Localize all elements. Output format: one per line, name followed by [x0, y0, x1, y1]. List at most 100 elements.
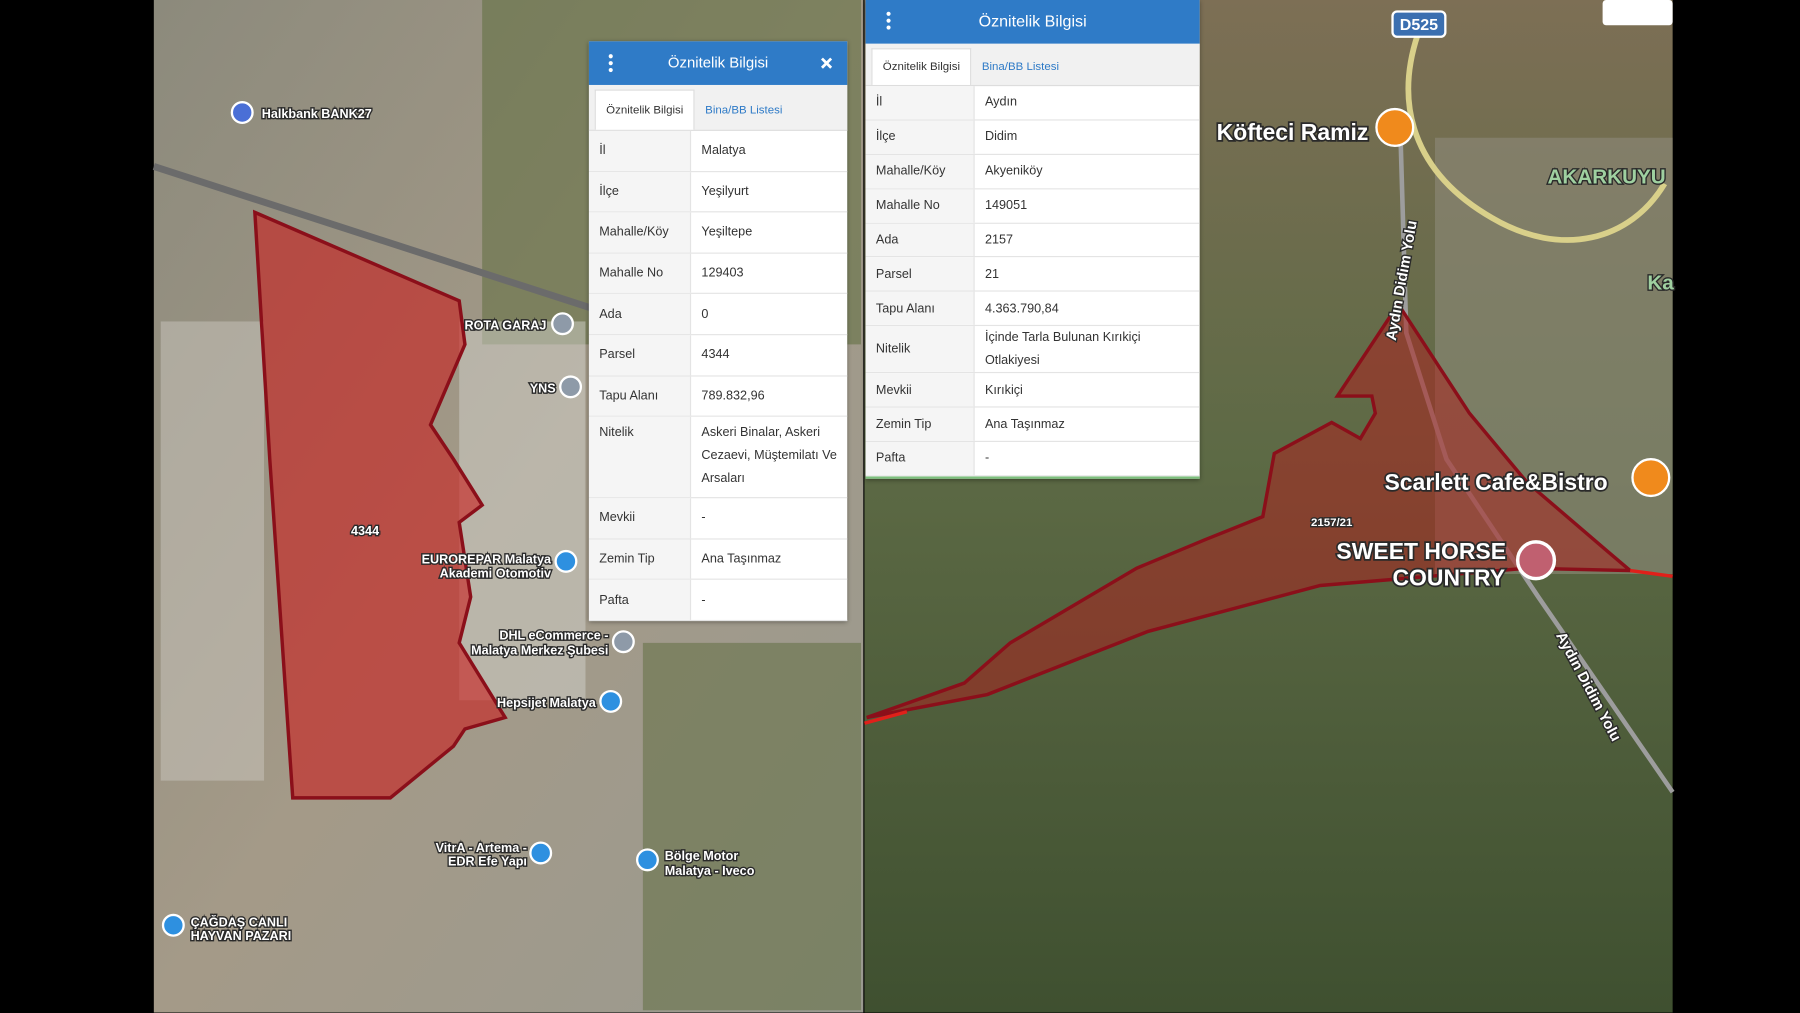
attribute-value: - [701, 511, 706, 526]
tab[interactable]: Öznitelik Bilgisi [594, 89, 695, 130]
attribute-key: İlçe [588, 171, 692, 212]
map-label[interactable]: Malatya - Iveco [663, 862, 756, 879]
attribute-row: Mahalle No 129403 [588, 253, 848, 295]
attribute-key: Nitelik [865, 326, 975, 373]
attribute-value: 21 [984, 267, 1000, 282]
tab[interactable]: Bina/BB Listesi [705, 103, 783, 117]
tab[interactable]: Bina/BB Listesi [981, 60, 1060, 74]
menu-icon[interactable] [607, 54, 614, 73]
attribute-row: Mahalle/Köy Yeşiltepe [588, 212, 848, 254]
attribute-value: İçinde Tarla Bulunan Kırıkiçi Otlakiyesi [984, 330, 1141, 368]
map-button[interactable] [1602, 0, 1673, 26]
parcel[interactable] [866, 301, 1635, 720]
attribute-row: Mevkii - [588, 498, 848, 540]
map-label[interactable]: Malatya Merkez Şubesi [470, 642, 610, 659]
map-label[interactable]: Ka [1646, 270, 1676, 296]
parcel-label: 4344 [351, 524, 379, 538]
map-label[interactable]: EUROREPAR Malatya [420, 551, 553, 568]
road-shield: D525 [1400, 16, 1438, 34]
menu-icon[interactable] [885, 11, 892, 30]
attribute-value: 0 [701, 307, 709, 322]
attribute-value: 4.363.790,84 [984, 301, 1059, 316]
map-label[interactable]: Bölge Motor [663, 847, 739, 864]
attribute-key: Mahalle No [865, 189, 975, 223]
map-label[interactable]: Akademi Otomotiv [438, 565, 552, 582]
map-label[interactable]: DHL eCommerce - [498, 627, 610, 644]
road [1405, 33, 1668, 243]
attribute-row: Parsel 21 [865, 257, 1200, 292]
attribute-row: İlçe Yeşilyurt [588, 171, 848, 213]
parcel-label: 2157/21 [1311, 517, 1353, 529]
attribute-key: Mahalle/Köy [865, 154, 975, 188]
attribute-key: İl [865, 86, 975, 120]
attribute-row: Mevkii Kırıkiçi [865, 373, 1200, 408]
map-label[interactable]: Hepsijet Malatya [496, 695, 599, 712]
map-label[interactable]: VitrA - Artema - [434, 839, 528, 856]
attribute-value: Ana Taşınmaz [701, 552, 782, 567]
attribute-value: - [984, 451, 990, 466]
attribute-key: Zemin Tip [588, 539, 692, 579]
attribute-row: Mahalle No 149051 [865, 189, 1200, 224]
map-label[interactable]: EDR Efe Yapı [447, 853, 529, 870]
attribute-key: Tapu Alanı [588, 376, 692, 416]
attribute-key: Parsel [588, 335, 692, 375]
attribute-row: Nitelik İçinde Tarla Bulunan Kırıkiçi Otl… [865, 326, 1200, 374]
attribute-row: Parsel 4344 [588, 335, 848, 377]
attribute-value: 129403 [701, 266, 744, 281]
attribute-row: Mahalle/Köy Akyeniköy [865, 154, 1200, 190]
attribute-row: Tapu Alanı 789.832,96 [588, 376, 848, 417]
popup-title: Öznitelik Bilgisi [667, 53, 769, 72]
map-label[interactable]: COUNTRY [1391, 563, 1507, 592]
attribute-key: Pafta [865, 441, 975, 476]
attribute-row: İlçe Didim [865, 120, 1200, 155]
map-label[interactable]: Köfteci Ramiz [1215, 117, 1370, 146]
attribute-value: 149051 [984, 198, 1028, 213]
close-button[interactable] [820, 57, 833, 69]
tab[interactable]: Öznitelik Bilgisi [871, 48, 972, 85]
map-label[interactable]: AKARKUYU [1546, 164, 1667, 190]
popup-title: Öznitelik Bilgisi [978, 11, 1087, 30]
attribute-value: Yeşiltepe [701, 225, 753, 240]
map-label[interactable]: SWEET HORSE [1335, 536, 1508, 565]
popup-header: Öznitelik Bilgisi [588, 41, 848, 85]
tab-bar: Öznitelik Bilgisi Bina/BB Listesi [588, 84, 848, 131]
map-label[interactable]: ROTA GARAJ [463, 317, 548, 334]
attribute-key: İl [588, 130, 692, 171]
attribute-value: Askeri Binalar, Askeri Cezaevi, Müştemil… [701, 426, 837, 486]
map-label[interactable]: Halkbank BANK27 [260, 106, 373, 123]
attribute-value: Ana Taşınmaz [984, 417, 1065, 432]
attribute-value: Didim [984, 130, 1018, 144]
attribute-row: Pafta - [588, 580, 848, 621]
attribute-key: Mevkii [865, 373, 975, 407]
attribute-row: Zemin Tip Ana Taşınmaz [865, 407, 1200, 442]
map-label[interactable]: HAYVAN PAZARI [189, 928, 292, 945]
attribute-key: Parsel [865, 257, 975, 291]
attribute-value: Akyeniköy [984, 164, 1043, 179]
attribute-key: Nitelik [588, 416, 692, 498]
attribute-key: İlçe [865, 120, 975, 154]
parcel[interactable] [252, 209, 508, 800]
attribute-value: Aydın [984, 95, 1018, 110]
map-label[interactable]: ÇAĞDAŞ CANLI [189, 913, 288, 931]
attribute-key: Mahalle No [588, 253, 692, 294]
tab-bar: Öznitelik Bilgisi Bina/BB Listesi [865, 43, 1200, 87]
attribute-key: Mahalle/Köy [588, 212, 692, 253]
road [152, 163, 599, 314]
road [1629, 568, 1673, 579]
attribute-row: Zemin Tip Ana Taşınmaz [588, 539, 848, 581]
attribute-row: İl Malatya [588, 130, 848, 172]
attribute-key: Pafta [588, 580, 692, 620]
attribute-row: Pafta - [865, 441, 1200, 477]
attribute-row: Ada 0 [588, 294, 848, 336]
attribute-row: İl Aydın [865, 86, 1200, 121]
attribute-key: Zemin Tip [865, 407, 975, 441]
attribute-value: 4344 [701, 348, 730, 362]
map-label[interactable]: YNS [528, 380, 557, 397]
road [863, 710, 908, 725]
attribute-key: Tapu Alanı [865, 291, 975, 326]
map-label[interactable]: Scarlett Cafe&Bistro [1383, 467, 1610, 496]
popup-header: Öznitelik Bilgisi [865, 0, 1200, 44]
attribute-value: - [701, 593, 706, 607]
attribute-key: Mevkii [588, 498, 692, 539]
